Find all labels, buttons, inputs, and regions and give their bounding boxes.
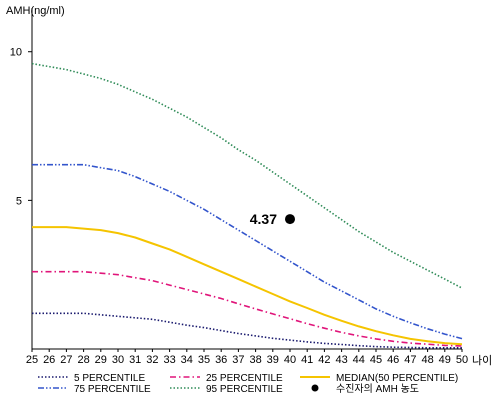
x-tick-label: 50 xyxy=(456,354,468,366)
x-tick-label: 46 xyxy=(387,354,399,366)
x-tick-label: 36 xyxy=(215,354,227,366)
x-tick-label: 45 xyxy=(370,354,382,366)
x-tick-label: 31 xyxy=(129,354,141,366)
x-tick-label: 27 xyxy=(60,354,72,366)
x-tick-label: 44 xyxy=(353,354,365,366)
series-line-5 xyxy=(31,62,463,289)
x-tick-label: 42 xyxy=(318,354,330,366)
series-line-2 xyxy=(32,270,463,347)
x-tick-label: 39 xyxy=(267,354,279,366)
y-tick-label: 5 xyxy=(16,195,22,207)
legend-label-1: 5 PERCENTILE xyxy=(74,373,145,384)
legend-swatch-marker xyxy=(311,384,319,392)
legend-label-6: 수진자의 AMH 농도 xyxy=(336,383,419,395)
marker-layer: 4.37 xyxy=(250,211,295,227)
x-tick-label: 28 xyxy=(77,354,89,366)
legend-label-4: 75 PERCENTILE xyxy=(74,384,151,395)
x-tick-label: 37 xyxy=(232,354,244,366)
legend-label-5: 95 PERCENTILE xyxy=(206,384,283,395)
x-axis-title: 나이 xyxy=(472,354,492,367)
x-tick-label: 34 xyxy=(181,354,193,366)
legend-label-2: 25 PERCENTILE xyxy=(206,373,283,384)
x-tick-label: 38 xyxy=(249,354,261,366)
series-line-4 xyxy=(32,163,463,340)
series-line-3 xyxy=(32,226,463,346)
x-tick-label: 41 xyxy=(301,354,313,366)
x-tick-label: 32 xyxy=(146,354,158,366)
patient-amh-value-label: 4.37 xyxy=(250,211,277,227)
x-tick-label: 35 xyxy=(198,354,210,366)
x-tick-label: 26 xyxy=(43,354,55,366)
series-line-1 xyxy=(32,312,462,349)
x-tick-label: 48 xyxy=(421,354,433,366)
x-tick-label: 47 xyxy=(404,354,416,366)
x-tick-label: 30 xyxy=(112,354,124,366)
x-tick-label: 40 xyxy=(284,354,296,366)
x-tick-label: 29 xyxy=(95,354,107,366)
x-tick-label: 43 xyxy=(335,354,347,366)
y-axis-title: AMH(ng/ml) xyxy=(6,5,65,17)
axes: AMH(ng/ml) 5 10 25 26 27 28 29 30 31 32 33 34 35 36 37 3… xyxy=(6,5,492,367)
y-tick-label: 10 xyxy=(10,47,22,59)
x-tick-label: 25 xyxy=(26,354,38,366)
legend-label-3: MEDIAN(50 PERCENTILE) xyxy=(336,373,458,384)
x-tick-label: 33 xyxy=(163,354,175,366)
x-tick-label: 49 xyxy=(439,354,451,366)
patient-amh-point xyxy=(285,214,295,225)
series-layer xyxy=(31,62,463,349)
legend: 5 PERCENTILE 25 PERCENTILE MEDIAN(50 PERCE… xyxy=(38,373,458,395)
